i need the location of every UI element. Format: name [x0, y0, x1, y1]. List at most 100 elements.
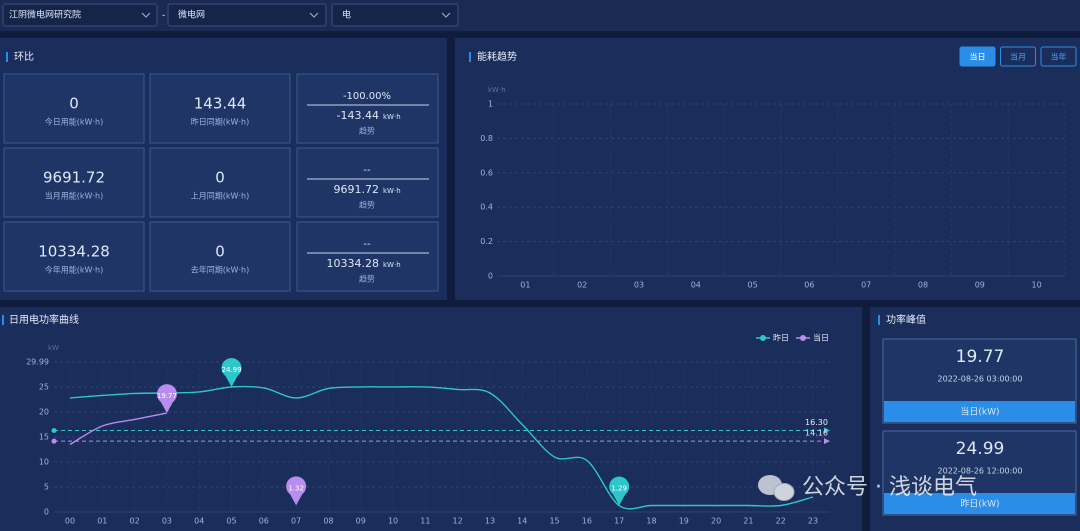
- title-marker: [469, 52, 471, 62]
- chevron: [141, 12, 151, 18]
- x-tick-label: 14: [517, 517, 527, 526]
- y-tick-label: 0.4: [480, 203, 493, 212]
- x-tick-label: 10: [388, 517, 398, 526]
- x-tick-label: 06: [804, 281, 814, 290]
- dropdown-text[interactable]: 江阴微电网研究院: [9, 9, 81, 21]
- y-tick-label: 0: [488, 272, 493, 281]
- dropdown[interactable]: 电: [331, 3, 459, 27]
- tab-label[interactable]: 当日: [970, 52, 986, 62]
- pin: [609, 476, 630, 506]
- title-marker: [2, 315, 4, 325]
- dropdown[interactable]: 微电网: [167, 3, 327, 27]
- stat-label: 今日用能(kW·h): [45, 117, 103, 127]
- trend-diff: 9691.72: [334, 183, 380, 196]
- dropdown-text[interactable]: 电: [342, 9, 351, 21]
- stat-label: 上月同期(kW·h): [191, 192, 249, 201]
- x-tick-label: 19: [679, 517, 689, 526]
- stat-value: 0: [215, 169, 225, 187]
- watermark: 公众号 · 浅谈电气: [758, 475, 977, 501]
- separator: -: [162, 11, 165, 21]
- x-tick-label: 05: [748, 281, 758, 290]
- x-tick-label: 17: [614, 517, 624, 526]
- peak-label[interactable]: 当日(kW): [960, 406, 999, 418]
- peak-value: 24.99: [956, 439, 1005, 459]
- legend-label: 当日: [813, 333, 829, 343]
- x-tick-label: 23: [808, 517, 818, 526]
- trend-card: [296, 221, 439, 292]
- trend-diff: -143.44: [337, 109, 379, 122]
- tab-button[interactable]: [1000, 46, 1036, 67]
- tab-button[interactable]: [959, 46, 996, 67]
- average-arrow: [824, 427, 830, 434]
- x-tick-label: 09: [356, 517, 366, 526]
- trend-diff: 10334.28: [327, 257, 380, 270]
- average-arrow: [824, 438, 830, 445]
- average-label: 14.16: [805, 429, 828, 438]
- tab-button[interactable]: [1040, 46, 1077, 67]
- pin-label: 19.77: [157, 392, 177, 400]
- peak-button[interactable]: [884, 493, 1075, 514]
- average-dot: [51, 427, 57, 433]
- x-tick-label: 22: [776, 517, 786, 526]
- stat-card: [3, 147, 145, 218]
- peak-label[interactable]: 昨日(kW): [960, 498, 999, 510]
- x-tick-label: 11: [420, 517, 430, 526]
- stat-value: 0: [69, 95, 79, 113]
- y-tick-label: 15: [39, 432, 49, 441]
- peak-time: 2022-08-26 12:00:00: [938, 467, 1023, 476]
- y-tick-label: 0.2: [480, 237, 493, 246]
- legend-dot: [760, 335, 766, 341]
- pin-label: 24.99: [221, 366, 241, 374]
- stat-card: [149, 73, 291, 144]
- x-tick-label: 06: [259, 517, 269, 526]
- average-dot: [51, 438, 57, 444]
- stat-value: 9691.72: [43, 169, 105, 187]
- peak-value: 19.77: [956, 347, 1005, 367]
- x-tick-label: 07: [861, 281, 871, 290]
- x-tick-label: 13: [485, 517, 495, 526]
- y-tick-label: 1: [488, 100, 493, 109]
- x-tick-label: 04: [691, 281, 701, 290]
- dropdown-box[interactable]: [2, 3, 158, 27]
- x-tick-label: 21: [743, 517, 753, 526]
- stat-label: 当月用能(kW·h): [45, 191, 103, 201]
- dropdown-box[interactable]: [167, 3, 327, 27]
- peak-button[interactable]: [884, 401, 1075, 422]
- trend-unit: kW·h: [383, 113, 401, 121]
- x-tick-label: 03: [634, 281, 644, 290]
- x-tick-label: 07: [291, 517, 301, 526]
- trend-card: [296, 147, 439, 218]
- average-label: 16.30: [805, 418, 828, 427]
- dropdown-box[interactable]: [331, 3, 459, 27]
- y-tick-label: 29.99: [26, 358, 49, 367]
- x-tick-label: 01: [97, 517, 107, 526]
- tab-label[interactable]: 当年: [1051, 52, 1067, 62]
- panel-title: 能耗趋势: [477, 50, 517, 63]
- panel-title: 日用电功率曲线: [9, 313, 79, 326]
- x-tick-label: 18: [646, 517, 656, 526]
- pin: [156, 384, 177, 414]
- x-tick-label: 09: [975, 281, 985, 290]
- trend-label: 趋势: [359, 126, 375, 136]
- y-tick-label: 25: [39, 382, 49, 391]
- x-tick-label: 02: [130, 517, 140, 526]
- pin-label: 1.29: [611, 485, 627, 493]
- x-tick-label: 02: [577, 281, 587, 290]
- pin: [221, 358, 242, 388]
- panel: [0, 307, 862, 531]
- dropdown-text[interactable]: 微电网: [178, 9, 205, 21]
- trend-unit: kW·h: [383, 187, 401, 195]
- y-tick-label: 20: [39, 407, 49, 416]
- x-tick-label: 08: [323, 517, 333, 526]
- y-tick-label: 10: [39, 457, 49, 466]
- panel: [455, 38, 1080, 300]
- stat-label: 昨日同期(kW·h): [191, 117, 249, 127]
- chevron: [309, 12, 319, 18]
- dropdown[interactable]: 江阴微电网研究院: [2, 3, 158, 27]
- tab-label[interactable]: 当月: [1010, 52, 1026, 62]
- title-marker: [6, 52, 8, 62]
- stat-card: [149, 147, 291, 218]
- watermark-icon: [773, 483, 795, 501]
- panel-title: 功率峰值: [886, 313, 926, 326]
- x-tick-label: 15: [549, 517, 559, 526]
